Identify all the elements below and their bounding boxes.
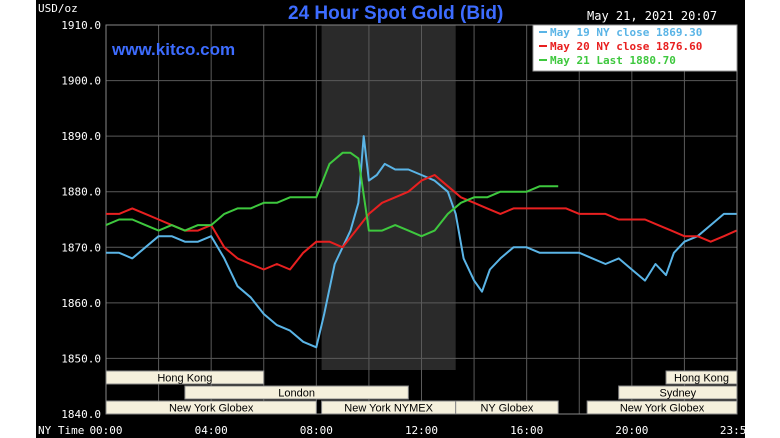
nymex-session-shade <box>321 25 456 370</box>
y-tick-label: 1860.0 <box>61 297 101 310</box>
x-axis-label: NY Time <box>38 424 84 437</box>
session-label: Hong Kong <box>674 373 729 385</box>
session-label: New York Globex <box>169 403 254 415</box>
gold-price-chart: 1910.0 1900.0 1890.0 1880.0 1870.0 1860.0 1850… <box>36 0 745 438</box>
legend-box <box>532 24 738 72</box>
session-label: Hong Kong <box>157 373 212 385</box>
x-tick-label: 16:00 <box>510 424 543 437</box>
session-band <box>105 400 317 415</box>
series-line <box>106 135 737 349</box>
x-tick-label: 12:00 <box>405 424 438 437</box>
y-tick-label: 1900.0 <box>61 75 101 88</box>
session-band <box>618 385 738 400</box>
session-band <box>184 385 409 400</box>
y-tick-label: 1910.0 <box>61 19 101 32</box>
x-tick-label: 08:00 <box>300 424 333 437</box>
x-tick-label: 23:59 <box>720 424 745 437</box>
price-series <box>105 135 737 349</box>
y-tick-label: 1850.0 <box>61 352 101 365</box>
y-tick-label: 1880.0 <box>61 186 101 199</box>
y-tick-label: 1890.0 <box>61 130 101 143</box>
y-axis-ticks: 1910.0 1900.0 1890.0 1880.0 1870.0 1860.0 1850… <box>61 19 101 421</box>
legend-entry: May 21 Last 1880.70 <box>550 54 676 67</box>
session-band <box>665 370 738 385</box>
x-axis-ticks: 00:00 04:00 08:00 12:00 16:00 20:00 23:59 <box>89 424 745 437</box>
session-band <box>455 400 559 415</box>
kitco-watermark: www.kitco.com <box>111 40 235 59</box>
legend-entry: May 20 NY close 1876.60 <box>550 40 702 53</box>
timestamp: May 21, 2021 20:07 <box>587 9 717 23</box>
y-axis-unit-label: USD/oz <box>38 2 78 15</box>
session-label: NY Globex <box>480 403 533 415</box>
legend-entry: May 19 NY close 1869.30 <box>550 26 702 39</box>
chart-title: 24 Hour Spot Gold (Bid) <box>288 3 503 24</box>
session-band <box>586 400 738 415</box>
session-label: Sydney <box>659 388 696 400</box>
chart-frame: 1910.0 1900.0 1890.0 1880.0 1870.0 1860.0 1850… <box>36 0 745 438</box>
x-tick-label: 20:00 <box>615 424 648 437</box>
session-label: New York NYMEX <box>344 403 433 415</box>
session-label: New York Globex <box>620 403 705 415</box>
session-label: London <box>278 388 315 400</box>
x-tick-label: 00:00 <box>89 424 122 437</box>
y-tick-label: 1840.0 <box>61 408 101 421</box>
session-band <box>105 370 265 385</box>
series-line <box>105 151 559 238</box>
x-tick-label: 04:00 <box>195 424 228 437</box>
y-tick-label: 1870.0 <box>61 241 101 254</box>
market-session-bands: Hong Kong London New York Globex New York N… <box>105 370 738 415</box>
